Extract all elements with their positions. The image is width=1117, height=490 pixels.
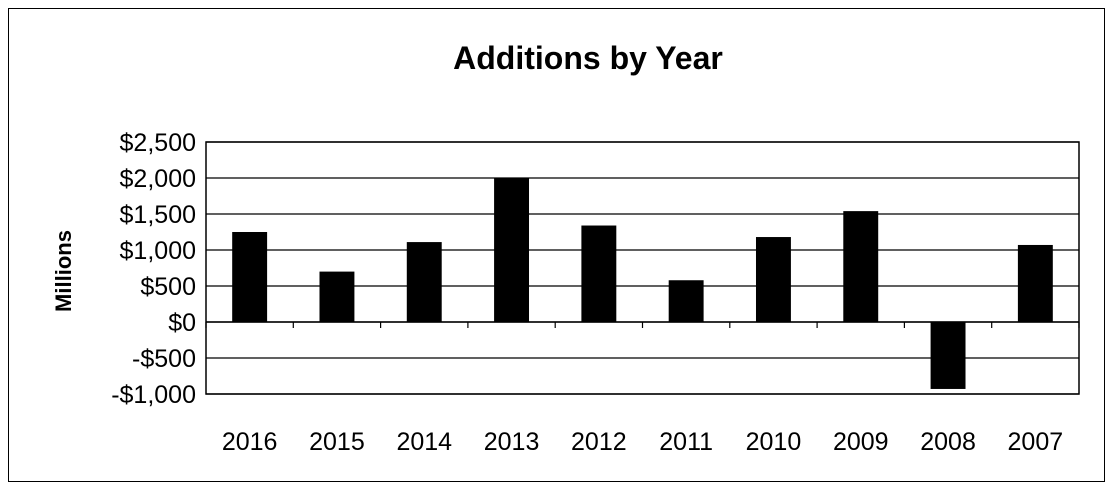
bar [319,271,355,322]
bars [232,178,1053,389]
bar [843,211,879,322]
y-tick-label: $500 [140,273,196,301]
x-tick-label: 2007 [1008,428,1064,456]
x-tick-label: 2010 [746,428,802,456]
x-tick-label: 2014 [396,428,452,456]
bar-chart: Additions by Year Millions $2,500$2,000$… [51,40,1080,456]
bar [930,322,966,389]
chart-title: Additions by Year [453,40,723,76]
x-tick-label: 2009 [833,428,889,456]
bar [1017,244,1053,322]
bar [581,225,617,322]
x-tick-label: 2008 [920,428,976,456]
y-tick-label: $2,500 [120,129,196,157]
bar [494,178,530,322]
bar [668,280,704,322]
y-tick-labels: $2,500 $2,000 $1,500 $1,000 $500 $0 -$500 -$1,0… [111,129,196,409]
axes [205,141,1080,395]
chart-frame: Additions by Year Millions $2,500 $2,000 $… [8,8,1105,482]
y-tick-label: -$1,000 [111,381,196,409]
x-tick-label: 2016 [222,428,278,456]
y-tick-label: $1,500 [120,201,196,229]
x-tick-label: 2013 [484,428,540,456]
x-tick-label: 2011 [659,428,713,456]
y-tick-label: $1,000 [120,237,196,265]
x-tick-label: 2015 [309,428,365,456]
x-tick-label: 2012 [571,428,627,456]
y-tick-label: $0 [168,309,196,337]
bar [406,242,442,322]
x-tick-labels: 2016 2015 2014 2013 2012 2011 2010 2009 2008 2007 [222,428,1063,456]
plot-border [205,141,1080,395]
y-tick-label: -$500 [132,345,196,373]
y-axis-label: Millions [51,230,76,312]
bar [755,237,791,322]
y-tick-label: $2,000 [120,165,196,193]
bar [232,232,268,322]
